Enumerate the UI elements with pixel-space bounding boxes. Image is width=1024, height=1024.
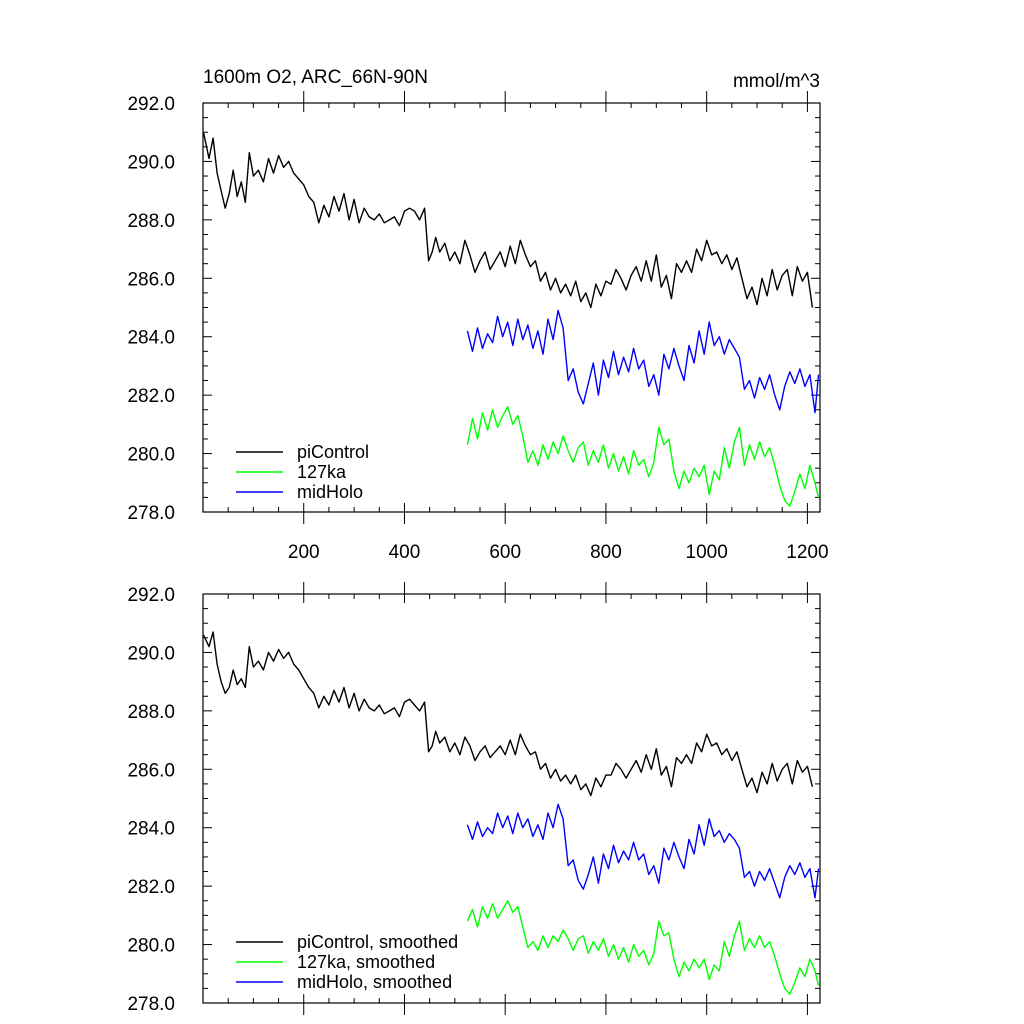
bottom-ytick-label: 278.0	[127, 994, 175, 1015]
bottom-ytick-label: 290.0	[127, 643, 175, 664]
bottom-ytick-label: 286.0	[127, 760, 175, 781]
top-xtick-label: 200	[288, 542, 320, 563]
top-xtick-label: 800	[590, 542, 622, 563]
top-ytick-label: 280.0	[127, 445, 175, 466]
top-series-line-2	[466, 309, 820, 414]
top-xtick-label: 1200	[786, 542, 828, 563]
top-panel: 1600m O2, ARC_66N-90N mmol/m^3 278.0 280.…	[127, 67, 828, 563]
bottom-panel-lines	[202, 631, 820, 995]
top-legend-label-1: 127ka	[297, 462, 347, 482]
bottom-ytick-label: 288.0	[127, 702, 175, 723]
top-panel-units: mmol/m^3	[733, 71, 820, 92]
top-legend-label-2: midHolo	[297, 482, 363, 502]
bottom-ytick-label: 292.0	[127, 585, 175, 606]
bottom-panel-axes: 278.0 280.0 282.0 284.0 286.0 288.0 290.0 292.0	[127, 582, 821, 1015]
bottom-legend-label-2: midHolo, smoothed	[297, 972, 452, 992]
top-ytick-label: 288.0	[127, 211, 175, 232]
bottom-legend-label-1: 127ka, smoothed	[297, 952, 435, 972]
bottom-panel: 278.0 280.0 282.0 284.0 286.0 288.0 290.0 292.0…	[127, 582, 821, 1015]
top-series-line-1	[466, 406, 820, 507]
top-ytick-label: 284.0	[127, 328, 175, 349]
top-plot-frame	[202, 102, 821, 513]
top-xtick-label: 600	[489, 542, 521, 563]
bottom-ytick-label: 284.0	[127, 819, 175, 840]
bottom-series-line-0	[202, 631, 814, 797]
bottom-series-line-2	[466, 803, 820, 899]
bottom-plot-frame	[202, 593, 821, 1004]
top-xtick-label: 400	[389, 542, 421, 563]
top-xtick-label: 1000	[686, 542, 728, 563]
top-series-line-0	[202, 132, 814, 309]
bottom-series-line-1	[466, 900, 820, 995]
bottom-legend-label-0: piControl, smoothed	[297, 932, 458, 952]
top-ytick-label: 282.0	[127, 386, 175, 407]
top-legend-label-0: piControl	[297, 442, 369, 462]
top-ytick-label: 292.0	[127, 94, 175, 115]
top-ytick-label: 290.0	[127, 152, 175, 173]
top-ytick-label: 286.0	[127, 269, 175, 290]
bottom-ytick-label: 280.0	[127, 936, 175, 957]
top-panel-axes: 278.0 280.0 282.0 284.0 286.0 288.0 290.0 292.0…	[127, 91, 829, 563]
top-panel-lines	[202, 132, 820, 507]
top-ytick-label: 278.0	[127, 503, 175, 524]
top-panel-title: 1600m O2, ARC_66N-90N	[203, 67, 428, 88]
bottom-ytick-label: 282.0	[127, 877, 175, 898]
